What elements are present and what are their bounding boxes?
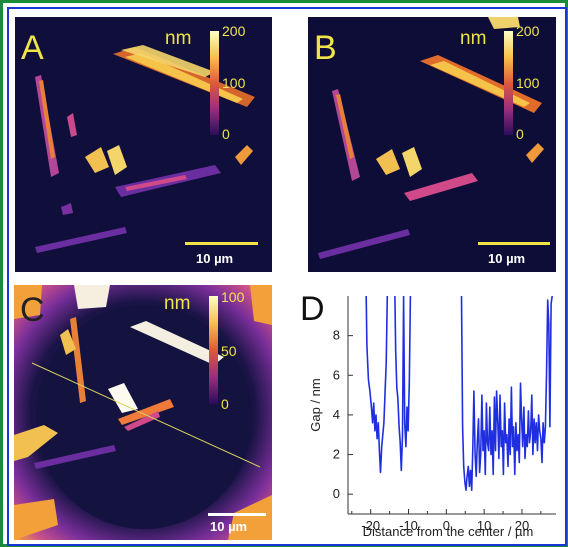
y-tick-label: 8 [333, 328, 340, 343]
scale-bar-label: 10 µm [488, 251, 525, 266]
gap-profile-chart: D -20 -10 0 10 20 0 2 4 6 8 Distance from the cent… [300, 290, 556, 539]
x-tick-label: 10 [477, 518, 491, 533]
series-line-segment-2 [394, 296, 412, 472]
colorbar-tick-min: 0 [222, 126, 230, 142]
y-axis-title: Gap / nm [308, 378, 323, 431]
panel-label: D [300, 290, 325, 328]
series-line-segment-3 [460, 296, 553, 491]
panel-b-image: 10 µm B nm 200 100 0 [308, 17, 556, 272]
x-axis-title: Distance from the center / µm [363, 524, 534, 539]
panel-d: D -20 -10 0 10 20 0 2 4 6 8 Distance from the cent… [290, 284, 562, 542]
colorbar [210, 31, 219, 135]
x-tick-label: -10 [399, 518, 418, 533]
colorbar-tick-mid: 50 [221, 343, 237, 359]
scale-bar-label: 10 µm [210, 519, 247, 534]
colorbar-unit: nm [164, 293, 190, 314]
colorbar-tick-max: 200 [516, 23, 540, 39]
panel-b: 10 µm B nm 200 100 0 [308, 17, 556, 272]
y-tick-label: 4 [333, 407, 340, 422]
panel-c-image: 10 µm C nm 100 50 0 [14, 285, 272, 540]
colorbar-tick-min: 0 [221, 396, 229, 412]
panel-a: 10 µm A nm 200 100 0 [15, 17, 272, 272]
colorbar-unit: nm [460, 28, 486, 49]
colorbar-tick-min: 0 [516, 126, 524, 142]
scale-bar [208, 513, 266, 516]
x-tick-label: 20 [515, 518, 529, 533]
colorbar-tick-max: 200 [222, 23, 246, 39]
scale-bar-label: 10 µm [196, 251, 233, 266]
colorbar-tick-mid: 100 [516, 75, 540, 91]
scale-bar [478, 242, 550, 245]
panel-label: A [21, 29, 44, 67]
colorbar-tick-mid: 100 [222, 75, 246, 91]
colorbar [209, 296, 218, 404]
y-tick-label: 2 [333, 447, 340, 462]
panel-c: 10 µm C nm 100 50 0 [14, 285, 272, 540]
panel-label: C [20, 291, 45, 329]
y-tick-label: 6 [333, 367, 340, 382]
panel-label: B [314, 29, 337, 67]
scale-bar [185, 242, 258, 245]
series-line-segment-1 [365, 296, 389, 474]
colorbar-tick-max: 100 [221, 289, 245, 305]
colorbar [504, 31, 513, 135]
colorbar-unit: nm [165, 28, 191, 49]
y-tick-label: 0 [333, 486, 340, 501]
x-tick-label: 0 [443, 518, 450, 533]
x-tick-label: -20 [361, 518, 380, 533]
profile-line [31, 362, 261, 468]
panel-a-image: 10 µm A nm 200 100 0 [15, 17, 272, 272]
